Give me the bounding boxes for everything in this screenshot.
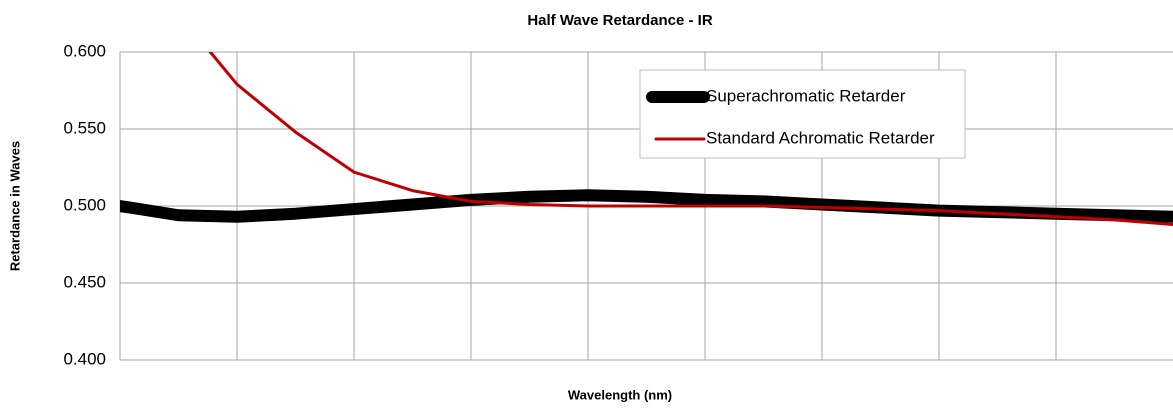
y-tick-label: 0.550 bbox=[63, 118, 106, 137]
data-line bbox=[120, 189, 1173, 223]
plot-area bbox=[120, 52, 1173, 226]
y-tick-label: 0.450 bbox=[63, 272, 106, 291]
legend-box bbox=[639, 69, 966, 159]
x-axis-label: Wavelength (nm) bbox=[568, 387, 672, 402]
data-line bbox=[208, 52, 1173, 226]
y-tick-label: 0.600 bbox=[63, 41, 106, 60]
chart-title: Half Wave Retardance - IR bbox=[527, 12, 712, 29]
y-axis-label: Retardance in Waves bbox=[7, 141, 22, 271]
legend: Superachromatic Retarder Standard Achroma… bbox=[639, 69, 966, 159]
legend-label: Standard Achromatic Retarder bbox=[706, 128, 935, 147]
legend-label: Superachromatic Retarder bbox=[706, 86, 906, 105]
y-tick-label: 0.400 bbox=[63, 349, 106, 368]
y-tick-label: 0.500 bbox=[63, 195, 106, 214]
